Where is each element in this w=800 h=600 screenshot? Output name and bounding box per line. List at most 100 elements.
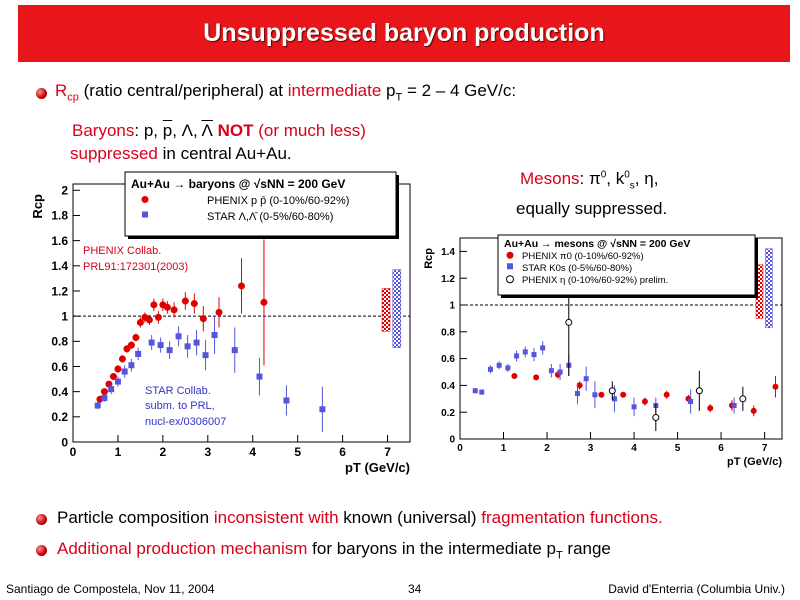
star-data-point [211,332,218,339]
phenix-data-point [750,407,757,414]
pion-superscript: 0 [600,169,607,181]
x-tick-label: 1 [115,445,122,459]
star-data-point [283,397,290,404]
star-data-point [479,389,485,395]
chart-annotation: subm. to PRL, [145,400,215,412]
star-data-point [540,345,546,351]
star-data-point [522,349,528,355]
x-axis-label: pT (GeV/c) [345,460,410,475]
baryons-particles: : p, [134,121,163,140]
eta-data-point [652,414,660,422]
x-tick-label: 2 [160,445,167,459]
y-tick-label: 1 [449,301,455,312]
y-tick-label: 1.2 [51,284,68,298]
y-axis-label: Rcp [423,248,435,269]
star-data-point [157,342,164,349]
star-data-point [487,366,493,372]
y-axis-label: Rcp [30,194,45,219]
eta-data-point [739,395,747,403]
systematic-uncertainty-bar [392,269,402,348]
legend-marker-circle [141,196,149,203]
x-tick-label: 0 [70,445,77,459]
legend-title: Au+Au → baryons @ √sNN = 200 GeV [131,177,345,191]
chart-annotation: STAR Collab. [145,385,211,397]
phenix-data-point [154,313,162,321]
range-text: range [562,539,611,558]
y-tick-label: 1.6 [51,234,68,248]
legend-marker-square [507,263,513,270]
phenix-data-point [136,318,144,326]
star-data-point [611,396,617,402]
star-data-point [557,369,563,375]
legend-box [124,171,397,237]
star-data-point [128,362,135,369]
star-data-point [505,365,511,371]
phenix-data-point [641,398,648,405]
star-data-point [592,392,598,398]
x-tick-label: 6 [339,445,346,459]
legend-entry: STAR K0s (0-5%/60-80%) [522,263,632,274]
star-data-point [94,402,101,409]
chart-annotation: PRL91:172301(2003) [83,261,188,273]
star-data-point [731,403,737,408]
phenix-data-point [772,383,779,390]
bullet-composition-line: Particle composition inconsistent with k… [57,508,663,528]
star-data-point [135,350,142,357]
baryons-line: Baryons: p, p, Λ, Λ NOT (or much less) [72,121,366,141]
x-tick-label: 4 [249,445,256,459]
phenix-data-point [511,373,518,380]
star-data-point [531,352,537,358]
star-data-point [631,404,637,410]
baryons-label: Baryons [72,121,135,140]
y-tick-label: 1.8 [51,209,68,223]
y-tick-label: 0.8 [441,327,455,338]
phenix-data-point [132,334,140,342]
slide-title: Unsuppressed baryon production [203,19,605,47]
phenix-data-point [533,374,540,381]
comma-sep: , [172,121,182,140]
phenix-data-point [190,300,198,308]
star-data-point [688,398,694,404]
x-tick-label: 1 [501,443,507,454]
x-tick-label: 5 [294,445,301,459]
mesons-line-2: equally suppressed. [516,199,668,218]
y-tick-label: 2 [61,184,68,198]
star-data-point [231,347,238,354]
legend-entry: PHENIX p p̄ (0-10%/60-92%) [207,195,349,207]
star-data-point [184,343,191,350]
phenix-data-point [150,301,158,309]
star-data-point [175,333,182,340]
star-data-point [108,386,115,393]
legend-marker-circle [506,251,514,259]
phenix-data-point [576,382,583,389]
x-tick-label: 4 [631,443,637,454]
bullet-marker [36,545,47,556]
star-data-point [472,388,478,394]
x-axis-label: pT (GeV/c) [727,456,782,468]
y-tick-label: 0.4 [441,381,455,392]
star-data-point [319,406,326,413]
star-data-point [256,373,263,380]
fragmentation-text: fragmentation functions. [481,508,663,527]
kaon-symbol: , k [606,169,625,188]
y-tick-label: 0.8 [51,335,68,349]
composition-text: Particle composition [57,508,214,527]
x-tick-label: 7 [762,443,768,454]
legend-marker-open-circle [506,275,514,284]
eta-data-point [565,318,573,326]
rcp-symbol: R [55,81,68,100]
kaon-subscript: s [629,180,635,192]
y-tick-label: 1.4 [441,247,455,258]
phenix-data-point [663,391,670,398]
known-universal-text: known (universal) [338,508,482,527]
star-data-point [514,353,520,359]
y-tick-label: 0.2 [51,410,68,424]
mechanism-text: Additional production mechanism [57,539,308,558]
chart-annotation: nucl-ex/0306007 [145,416,226,428]
meson-rcp-chart: 0 1 2 3 4 5 6 7 0 0.2 0.4 0.6 0.8 1 1.2 1.4 pT (GeV/c) Rc… [423,234,783,468]
baryons-intermediate-text: for baryons in the intermediate p [307,539,556,558]
bullet-marker [36,88,47,99]
x-tick-label: 7 [384,445,391,459]
star-data-point [101,394,108,401]
star-data-point [548,368,554,374]
